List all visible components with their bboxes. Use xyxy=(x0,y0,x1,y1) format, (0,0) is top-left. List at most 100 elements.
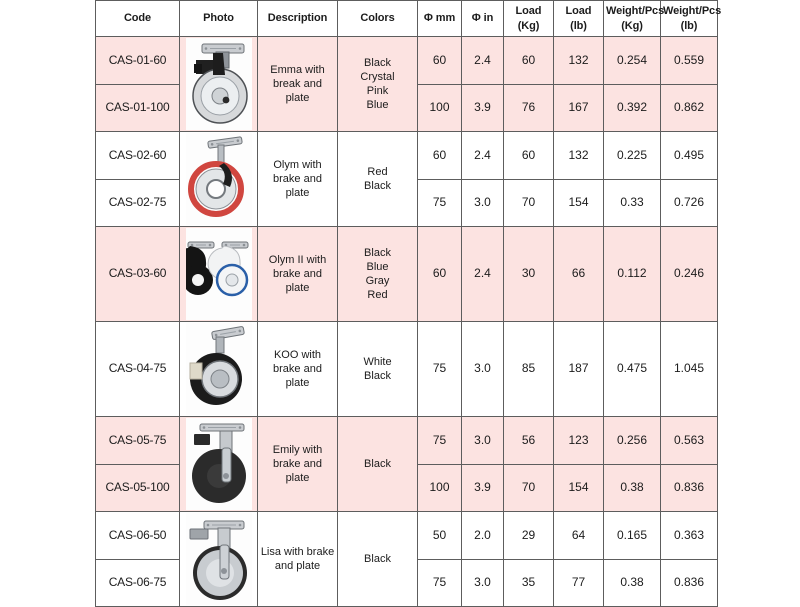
cell-diameter-in: 2.4 xyxy=(461,131,504,180)
cell-diameter-mm: 75 xyxy=(417,416,462,465)
cell-diameter-in: 3.0 xyxy=(461,178,504,227)
cell-load-lb: 154 xyxy=(553,178,604,227)
cell-weight-lb: 0.726 xyxy=(660,178,718,227)
cell-code: CAS-05-75 xyxy=(95,416,180,465)
cell-weight-kg: 0.225 xyxy=(603,131,661,180)
header-load-lb: Load (lb) xyxy=(553,0,604,37)
cell-diameter-mm: 60 xyxy=(417,226,462,322)
cell-weight-lb: 0.495 xyxy=(660,131,718,180)
cell-diameter-in: 2.4 xyxy=(461,226,504,322)
photo-box xyxy=(182,38,255,130)
colors-list: Black Crystal Pink Blue xyxy=(340,56,415,112)
cell-weight-lb: 1.045 xyxy=(660,321,718,417)
cell-diameter-in: 2.4 xyxy=(461,36,504,85)
caster-olym-photo xyxy=(185,133,252,225)
photo-box xyxy=(182,133,255,225)
cell-load-kg: 70 xyxy=(503,463,554,512)
cell-load-lb: 154 xyxy=(553,463,604,512)
cell-weight-kg: 0.392 xyxy=(603,83,661,132)
cell-load-kg: 29 xyxy=(503,511,554,560)
header-weight-kg: Weight/Pcs (Kg) xyxy=(603,0,664,37)
photo-box xyxy=(182,513,255,605)
table-row: CAS-02-75 75 3.0 70 154 0.33 0.726 xyxy=(95,178,718,227)
color-name: Crystal xyxy=(360,70,395,83)
cell-colors: Black xyxy=(337,511,418,607)
cell-load-kg: 70 xyxy=(503,178,554,227)
cell-diameter-mm: 75 xyxy=(417,178,462,227)
color-name: Blue xyxy=(366,260,389,273)
header-colors: Colors xyxy=(337,0,418,37)
table-row: CAS-01-60 Emma with break and plate Black… xyxy=(95,36,718,132)
colors-list: Black xyxy=(340,457,415,471)
cell-weight-lb: 0.836 xyxy=(660,558,718,607)
cell-description: Olym with brake and plate xyxy=(257,131,338,227)
cell-code: CAS-01-100 xyxy=(95,83,180,132)
cell-photo xyxy=(179,511,258,607)
cell-load-lb: 187 xyxy=(553,321,604,417)
cell-weight-kg: 0.256 xyxy=(603,416,661,465)
cell-load-kg: 60 xyxy=(503,36,554,85)
header-load-kg: Load (Kg) xyxy=(503,0,554,37)
table-row: CAS-06-50 Lisa with brake and plate Black… xyxy=(95,511,718,607)
header-diameter-in: Φ in xyxy=(461,0,504,37)
color-name: Black xyxy=(364,180,391,192)
cell-load-lb: 123 xyxy=(553,416,604,465)
cell-photo xyxy=(179,321,258,417)
cell-weight-kg: 0.38 xyxy=(603,463,661,512)
color-name: White xyxy=(363,355,392,368)
cell-diameter-mm: 75 xyxy=(417,558,462,607)
cell-colors: Black Crystal Pink Blue xyxy=(337,36,418,132)
cell-diameter-in: 3.9 xyxy=(461,83,504,132)
color-name: Black xyxy=(364,370,391,382)
cell-code: CAS-04-75 xyxy=(95,321,180,417)
cell-weight-kg: 0.33 xyxy=(603,178,661,227)
header-weight-lb: Weight/Pcs (lb) xyxy=(660,0,721,37)
color-name: Blue xyxy=(366,99,389,112)
cell-diameter-mm: 60 xyxy=(417,36,462,85)
caster-spec-table: Code Photo Description Colors Φ mm Φ in … xyxy=(95,0,721,607)
cell-code: CAS-03-60 xyxy=(95,226,180,322)
cell-diameter-mm: 60 xyxy=(417,131,462,180)
cell-description: Lisa with brake and plate xyxy=(257,511,338,607)
color-name: Red xyxy=(367,165,388,178)
cell-code: CAS-02-60 xyxy=(95,131,180,180)
cell-description: Emma with break and plate xyxy=(257,36,338,132)
table-row: CAS-03-60 Olym II with br xyxy=(95,226,718,322)
cell-code: CAS-02-75 xyxy=(95,178,180,227)
cell-weight-kg: 0.38 xyxy=(603,558,661,607)
color-name: Black xyxy=(364,246,391,259)
cell-colors: Black xyxy=(337,416,418,512)
cell-diameter-mm: 100 xyxy=(417,83,462,132)
cell-diameter-in: 3.0 xyxy=(461,558,504,607)
table-row: CAS-02-60 Olym with brake and plate Red Bl… xyxy=(95,131,718,227)
cell-weight-lb: 0.862 xyxy=(660,83,718,132)
cell-photo xyxy=(179,226,258,322)
header-photo: Photo xyxy=(179,0,258,37)
cell-colors: Red Black xyxy=(337,131,418,227)
cell-load-kg: 76 xyxy=(503,83,554,132)
colors-list: Black Blue Gray Red xyxy=(340,246,415,302)
cell-weight-kg: 0.165 xyxy=(603,511,661,560)
colors-list: Black xyxy=(340,552,415,566)
cell-weight-lb: 0.559 xyxy=(660,36,718,85)
cell-load-kg: 30 xyxy=(503,226,554,322)
cell-load-kg: 60 xyxy=(503,131,554,180)
cell-load-lb: 64 xyxy=(553,511,604,560)
cell-photo xyxy=(179,36,258,132)
cell-code: CAS-06-75 xyxy=(95,558,180,607)
cell-colors: Black Blue Gray Red xyxy=(337,226,418,322)
cell-colors: White Black xyxy=(337,321,418,417)
cell-load-lb: 132 xyxy=(553,131,604,180)
colors-list: Red Black xyxy=(340,165,415,193)
cell-diameter-in: 3.0 xyxy=(461,416,504,465)
table-header: Code Photo Description Colors Φ mm Φ in … xyxy=(95,0,721,37)
table-row: CAS-06-75 75 3.0 35 77 0.38 0.836 xyxy=(95,558,718,607)
cell-weight-kg: 0.254 xyxy=(603,36,661,85)
table-row: CAS-04-75 KOO with brake and plate White B… xyxy=(95,321,718,417)
header-code: Code xyxy=(95,0,180,37)
caster-emily-photo xyxy=(185,418,252,510)
color-name: Black xyxy=(364,552,391,565)
color-name: Pink xyxy=(366,85,389,97)
cell-diameter-mm: 100 xyxy=(417,463,462,512)
cell-code: CAS-01-60 xyxy=(95,36,180,85)
